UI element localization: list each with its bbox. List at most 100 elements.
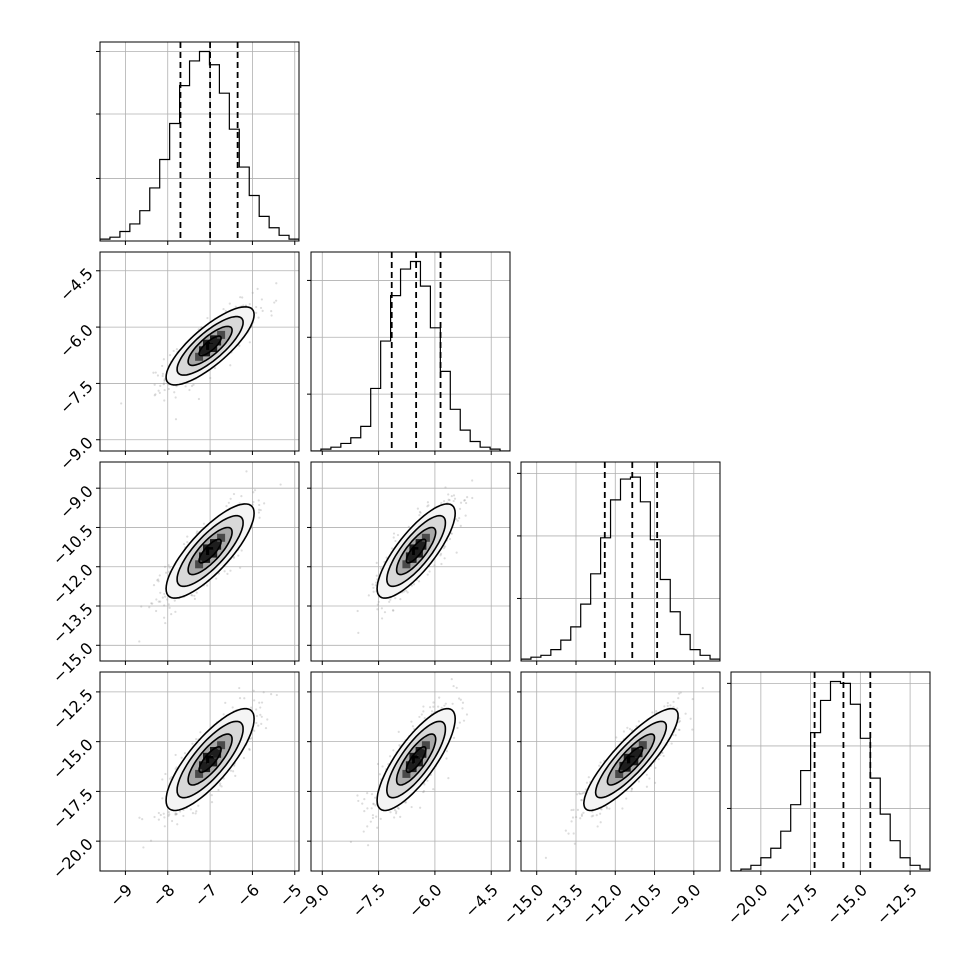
scatter-point <box>157 600 160 603</box>
scatter-point <box>149 839 153 842</box>
scatter-point <box>471 479 474 482</box>
density-panel-2-3 <box>521 672 720 871</box>
scatter-point <box>654 766 657 769</box>
scatter-point <box>405 589 408 592</box>
x-tick-label-2-1: −13.5 <box>539 880 587 928</box>
x-tick-label-1-1: −7.5 <box>348 880 389 921</box>
scatter-point <box>410 584 414 587</box>
scatter-point <box>167 387 170 391</box>
histogram-step-0 <box>100 50 299 241</box>
scatter-point <box>422 790 426 793</box>
density-panel-0-1 <box>100 252 299 451</box>
scatter-point <box>239 296 242 299</box>
scatter-point <box>231 706 234 709</box>
density-cell <box>421 741 430 750</box>
scatter-point <box>163 378 166 381</box>
scatter-point <box>219 782 222 785</box>
scatter-point <box>255 714 259 718</box>
scatter-point <box>162 383 165 386</box>
scatter-point <box>261 309 264 312</box>
contour-line-0 <box>405 538 427 564</box>
scatter-point <box>164 772 167 776</box>
scatter-point <box>442 499 446 503</box>
scatter-point <box>416 507 419 510</box>
scatter-point <box>391 609 395 612</box>
scatter-point <box>422 790 425 794</box>
contour-line-2 <box>385 720 447 799</box>
scatter-point <box>157 578 160 581</box>
scatter-point <box>176 823 179 826</box>
scatter-point <box>395 810 398 813</box>
scatter-point <box>465 713 469 716</box>
scatter-point <box>263 502 266 505</box>
y-tick-label-2-1: −13.5 <box>49 599 97 647</box>
scatter-point <box>167 814 170 817</box>
scatter-point <box>174 813 178 816</box>
scatter-point <box>141 818 144 821</box>
scatter-point <box>222 777 225 780</box>
y-tick-label-2-0: −15.0 <box>49 639 97 687</box>
scatter-point <box>178 810 182 813</box>
scatter-point <box>376 826 379 829</box>
scatter-point <box>266 718 269 721</box>
scatter-point <box>120 402 123 405</box>
scatter-point <box>170 613 173 616</box>
scatter-point <box>182 814 185 818</box>
scatter-point <box>444 486 447 489</box>
scatter-point <box>676 707 679 710</box>
scatter-point <box>396 806 400 810</box>
contour-line-1 <box>187 325 233 367</box>
scatter-point <box>167 603 170 606</box>
scatter-point <box>439 552 443 555</box>
scatter-point <box>369 820 372 823</box>
scatter-point <box>410 805 413 809</box>
scatter-point <box>161 364 164 368</box>
x-tick-label-2-2: −12.0 <box>578 880 626 928</box>
density-panel-0-3 <box>100 672 299 871</box>
scatter-point <box>138 816 141 819</box>
scatter-point <box>582 811 585 814</box>
y-tick-label-3-1: −17.5 <box>49 785 97 833</box>
scatter-point <box>453 497 457 500</box>
scatter-point <box>451 702 454 705</box>
histogram-panel-1 <box>311 252 510 451</box>
scatter-point <box>399 815 402 818</box>
scatter-point <box>423 783 426 786</box>
x-tick-label-3-2: −15.0 <box>823 880 871 928</box>
scatter-point <box>234 305 237 308</box>
scatter-point <box>155 598 158 601</box>
scatter-point <box>599 821 602 824</box>
scatter-point <box>580 799 583 802</box>
scatter-point <box>257 511 261 514</box>
density-cell <box>213 337 222 346</box>
scatter-point <box>255 311 258 314</box>
panel-frame-1 <box>310 251 511 452</box>
scatter-point <box>162 358 165 361</box>
x-tick-label-0-1: −8 <box>148 880 178 910</box>
scatter-point <box>161 778 164 781</box>
scatter-point <box>157 580 160 583</box>
scatter-point <box>397 730 400 733</box>
density-cell <box>209 549 218 558</box>
scatter-point <box>191 594 194 597</box>
scatter-point <box>600 808 603 811</box>
scatter-point <box>174 418 178 421</box>
scatter-point <box>150 602 153 605</box>
scatter-point <box>167 570 171 573</box>
scatter-point <box>170 819 174 823</box>
scatter-point <box>447 498 450 501</box>
scatter-point <box>572 832 575 835</box>
scatter-point <box>168 566 171 569</box>
scatter-point <box>195 810 198 813</box>
scatter-point <box>158 391 161 394</box>
scatter-point <box>224 309 227 313</box>
density-cell <box>615 770 624 778</box>
scatter-point <box>583 791 586 794</box>
scatter-point <box>608 807 611 810</box>
scatter-point <box>429 706 432 709</box>
scatter-point <box>376 608 379 611</box>
scatter-point <box>587 776 590 779</box>
scatter-point <box>456 726 459 730</box>
scatter-point <box>645 773 648 776</box>
scatter-point <box>637 780 641 783</box>
